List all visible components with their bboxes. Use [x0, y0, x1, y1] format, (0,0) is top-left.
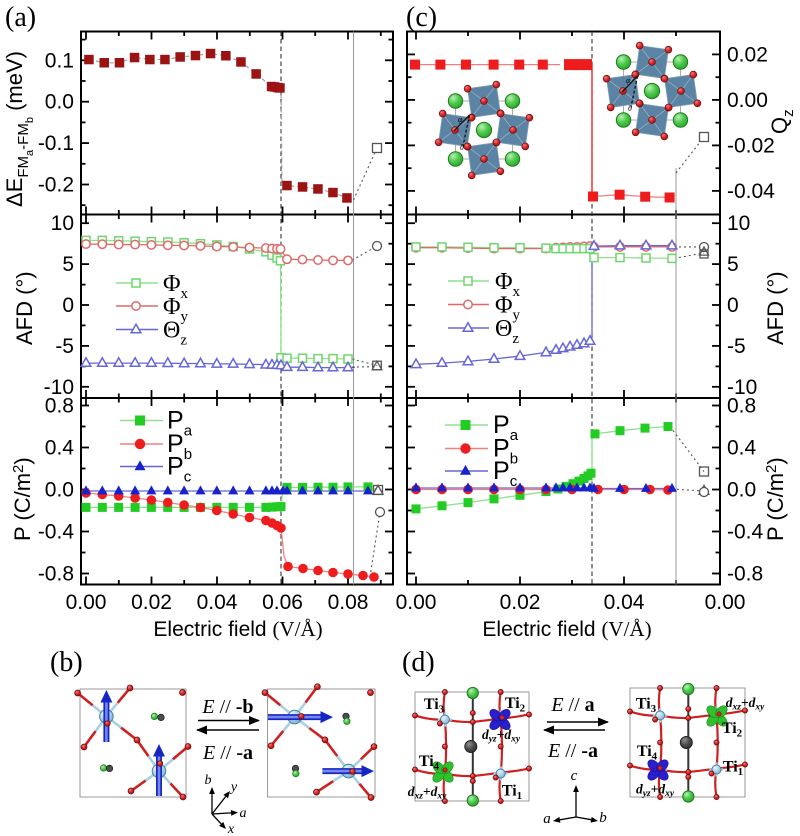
svg-text:0: 0 [62, 294, 74, 317]
svg-text:0.02: 0.02 [131, 591, 172, 614]
svg-text:0.02: 0.02 [500, 591, 541, 614]
svg-text:0.08: 0.08 [328, 591, 369, 614]
svg-text:-0.8: -0.8 [38, 563, 74, 586]
svg-text:0.06: 0.06 [262, 591, 303, 614]
svg-text:0.0: 0.0 [45, 91, 74, 114]
svg-text:5: 5 [727, 253, 739, 276]
svg-text:0.0: 0.0 [45, 479, 74, 502]
svg-text:-0.2: -0.2 [38, 174, 74, 197]
svg-text:5: 5 [62, 253, 74, 276]
svg-text:Θz: Θz [163, 318, 187, 349]
svg-text:AFD (°): AFD (°) [12, 271, 37, 345]
svg-text:a: a [543, 811, 551, 827]
svg-text:-0.02: -0.02 [727, 134, 775, 157]
svg-text:φ: φ [458, 115, 463, 124]
svg-text:E // -a: E // -a [547, 740, 598, 762]
svg-text:-0.1: -0.1 [38, 132, 74, 155]
svg-text:φ: φ [626, 76, 631, 85]
svg-text:0.8: 0.8 [727, 395, 756, 418]
svg-text:0.02: 0.02 [727, 43, 768, 66]
svg-text:AFD (°): AFD (°) [763, 271, 788, 345]
svg-text:(a): (a) [5, 2, 36, 33]
svg-text:θ: θ [628, 104, 632, 113]
svg-text:-0.8: -0.8 [727, 563, 763, 586]
svg-text:x: x [227, 822, 235, 836]
svg-text:a: a [240, 806, 247, 821]
svg-text:0.0: 0.0 [727, 479, 756, 502]
svg-text:-10: -10 [727, 376, 757, 399]
svg-text:(d): (d) [402, 647, 435, 678]
svg-text:E // -b: E // -b [201, 696, 253, 718]
svg-text:0.8: 0.8 [45, 395, 74, 418]
svg-text:10: 10 [51, 212, 74, 235]
svg-text:-5: -5 [55, 335, 74, 358]
svg-text:0.00: 0.00 [705, 591, 746, 614]
svg-text:0.04: 0.04 [197, 591, 238, 614]
svg-text:0.00: 0.00 [727, 89, 768, 112]
svg-text:-5: -5 [727, 335, 746, 358]
svg-text:y: y [229, 780, 238, 795]
svg-text:Electric field (V/Å): Electric field (V/Å) [482, 617, 651, 641]
svg-text:-10: -10 [44, 376, 74, 399]
svg-text:E // a: E // a [550, 694, 594, 716]
svg-text:c: c [571, 768, 578, 784]
svg-text:E // -a: E // -a [202, 742, 253, 764]
svg-text:0.04: 0.04 [604, 591, 645, 614]
svg-text:-0.4: -0.4 [727, 521, 764, 544]
svg-text:0.00: 0.00 [66, 591, 107, 614]
svg-text:-0.04: -0.04 [727, 180, 775, 203]
svg-text:(c): (c) [406, 2, 437, 33]
svg-text:0.4: 0.4 [727, 437, 757, 460]
svg-text:b: b [205, 773, 212, 788]
svg-text:P (C/m2): P (C/m2) [10, 457, 35, 541]
svg-text:0: 0 [727, 294, 739, 317]
svg-text:-0.4: -0.4 [38, 521, 75, 544]
svg-text:b: b [599, 810, 607, 826]
svg-text:Electric field (V/Å): Electric field (V/Å) [153, 617, 322, 641]
svg-text:10: 10 [727, 212, 750, 235]
svg-text:θ: θ [460, 143, 464, 152]
svg-text:0.1: 0.1 [45, 49, 74, 72]
svg-text:0.4: 0.4 [45, 437, 75, 460]
svg-text:(b): (b) [50, 647, 83, 678]
svg-text:0.00: 0.00 [396, 591, 437, 614]
